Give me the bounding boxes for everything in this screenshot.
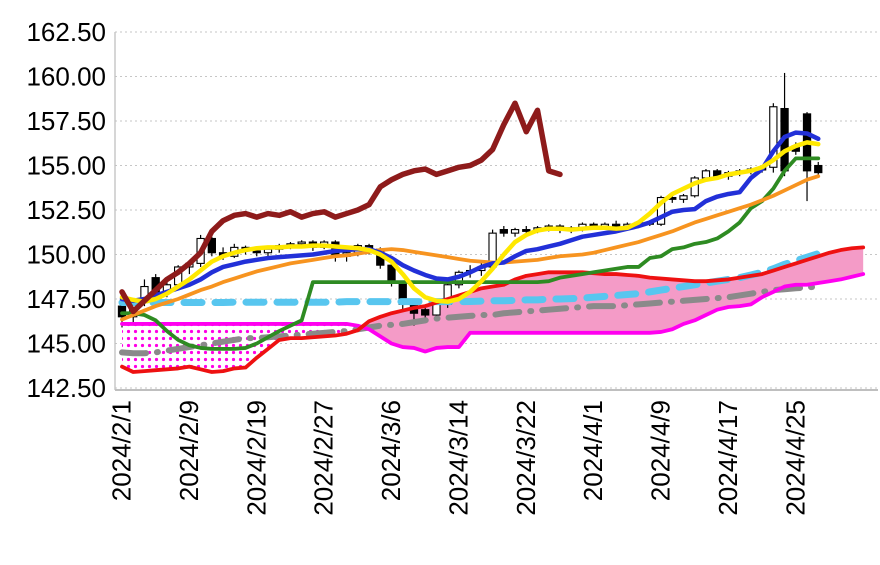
candle-up <box>432 303 441 316</box>
candle-up <box>656 196 666 225</box>
candle-up <box>769 106 778 168</box>
y-axis-label: 160.00 <box>26 62 106 92</box>
series-blue <box>119 130 821 304</box>
x-axis-label: 2024/4/25 <box>780 400 810 516</box>
series-green <box>120 156 821 351</box>
y-axis-label: 155.00 <box>26 151 106 181</box>
x-axis-label: 2024/2/27 <box>309 400 339 516</box>
candle-down <box>522 229 531 232</box>
series-orange <box>120 174 821 322</box>
y-axis-label: 157.50 <box>26 106 106 136</box>
candle-down <box>207 237 216 254</box>
x-axis-label: 2024/4/1 <box>578 400 608 501</box>
candle-up <box>679 195 688 200</box>
x-axis-label: 2024/2/19 <box>241 400 271 516</box>
candle-down <box>814 164 823 174</box>
series-lagging-dark-red <box>119 100 563 315</box>
x-axis-label: 2024/2/9 <box>174 400 204 501</box>
x-axis-label: 2024/4/9 <box>646 400 676 501</box>
candle-up <box>297 241 306 245</box>
candle-down <box>499 229 508 234</box>
candle-down <box>252 250 261 254</box>
candle-down <box>421 309 430 316</box>
x-axis-label: 2024/3/14 <box>443 400 473 516</box>
y-axis-label: 142.50 <box>26 373 106 403</box>
series-cyan-dashed <box>118 250 822 307</box>
y-axis-label: 150.00 <box>26 240 106 270</box>
y-axis-label: 152.50 <box>26 195 106 225</box>
y-axis-label: 145.00 <box>26 329 106 359</box>
series-gray-dash-dot <box>119 283 822 357</box>
series-yellow <box>119 140 821 304</box>
cloud-area-solid <box>363 247 864 352</box>
x-axis-label: 2024/3/6 <box>376 400 406 501</box>
y-axis-label: 147.50 <box>26 284 106 314</box>
x-axis-label: 2024/4/17 <box>713 400 743 516</box>
x-axis-label: 2024/3/22 <box>511 400 541 516</box>
candle-up <box>510 229 520 234</box>
series-senkou-b-magenta <box>120 272 866 354</box>
candle-down <box>611 223 621 227</box>
candle-up <box>701 170 711 179</box>
series-senkou-a-red <box>120 245 866 374</box>
y-axis-label: 162.50 <box>26 17 106 47</box>
x-axis-label: 2024/2/1 <box>107 400 137 501</box>
